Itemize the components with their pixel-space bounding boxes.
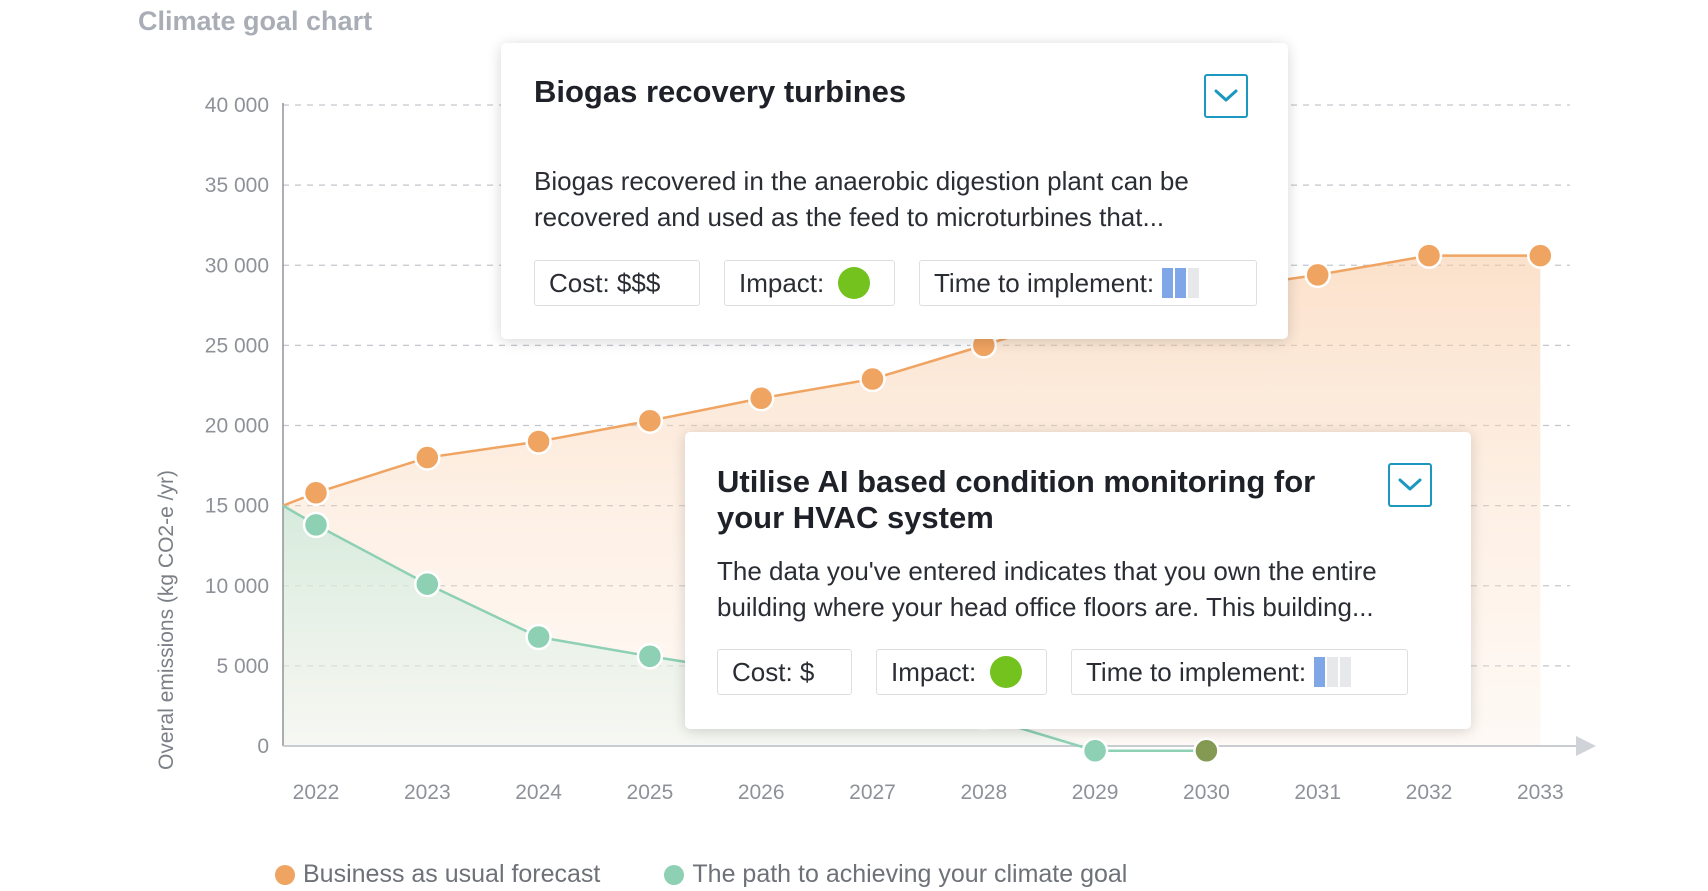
card-description: Biogas recovered in the anaerobic digest… <box>534 166 1189 232</box>
legend-item-climate-goal-path[interactable]: The path to achieving your climate goal <box>664 860 1127 889</box>
legend-item-business-as-usual[interactable]: Business as usual forecast <box>275 860 600 889</box>
recommendation-card-hvac[interactable]: Utilise AI based condition monitoring fo… <box>685 432 1471 729</box>
y-tick-label: 0 <box>257 735 269 758</box>
recommendation-card-biogas[interactable]: Biogas recovery turbines Biogas recovere… <box>501 43 1288 339</box>
card-title: Biogas recovery turbines <box>534 74 907 109</box>
x-tick-label: 2024 <box>515 781 562 804</box>
time-bar <box>1327 657 1339 687</box>
business-as-usual-point <box>414 444 441 471</box>
x-tick-label: 2022 <box>293 781 340 804</box>
impact-badge: Impact: <box>724 260 895 306</box>
business-as-usual-point <box>747 385 775 412</box>
time-bar <box>1188 268 1200 298</box>
time-to-implement-badge: Time to implement: <box>919 260 1257 306</box>
page-title: Climate goal chart <box>138 6 373 36</box>
card-expand-button[interactable] <box>1204 74 1248 118</box>
y-tick-label: 20 000 <box>205 415 269 438</box>
climate-goal-point <box>1081 737 1109 765</box>
cost-badge: Cost: $$$ <box>534 260 700 306</box>
time-to-implement-badge: Time to implement: <box>1071 649 1408 695</box>
climate-goal-point <box>636 643 664 670</box>
y-tick-label: 25 000 <box>205 334 269 357</box>
card-title: Utilise AI based condition monitoring fo… <box>717 464 1316 535</box>
business-as-usual-point <box>636 407 664 434</box>
climate-goal-point <box>302 511 330 539</box>
card-description: The data you've entered indicates that y… <box>717 556 1377 622</box>
legend-swatch <box>275 864 295 885</box>
business-as-usual-point <box>525 428 552 455</box>
business-as-usual-point <box>302 479 330 507</box>
y-tick-label: 40 000 <box>205 94 269 117</box>
x-tick-label: 2033 <box>1517 781 1564 804</box>
impact-indicator-icon <box>838 267 871 299</box>
time-bar <box>1340 657 1352 687</box>
y-tick-label: 10 000 <box>205 575 269 598</box>
chart-legend: Business as usual forecast The path to a… <box>275 860 1127 889</box>
x-tick-label: 2031 <box>1294 781 1341 804</box>
time-bar <box>1314 657 1326 687</box>
x-tick-label: 2023 <box>404 781 451 804</box>
business-as-usual-point <box>1527 242 1554 269</box>
y-axis-label: Overal emissions (kg CO2-e /yr) <box>155 470 178 770</box>
time-bars-icon <box>1162 268 1200 298</box>
x-tick-label: 2032 <box>1406 781 1453 804</box>
x-tick-label: 2026 <box>738 781 785 804</box>
climate-goal-area <box>283 505 1207 746</box>
x-tick-label: 2027 <box>849 781 896 804</box>
x-tick-label: 2028 <box>960 781 1007 804</box>
y-tick-label: 5 000 <box>216 655 269 678</box>
climate-goal-point <box>414 570 441 598</box>
time-bars-icon <box>1314 657 1352 687</box>
business-as-usual-point <box>859 365 886 393</box>
time-bar <box>1175 268 1187 298</box>
cost-badge: Cost: $ <box>717 649 852 695</box>
x-tick-label: 2030 <box>1183 781 1230 804</box>
chevron-down-icon <box>1214 89 1238 102</box>
legend-swatch <box>664 864 685 885</box>
y-tick-label: 35 000 <box>205 174 269 197</box>
x-axis-arrow-icon <box>1576 736 1596 756</box>
x-tick-label: 2025 <box>627 781 674 804</box>
y-tick-label: 15 000 <box>205 495 269 518</box>
y-tick-label: 30 000 <box>205 254 269 277</box>
climate-goal-point <box>1193 737 1220 765</box>
chevron-down-icon <box>1398 478 1422 491</box>
business-as-usual-point <box>1304 261 1331 289</box>
impact-badge: Impact: <box>876 649 1047 695</box>
business-as-usual-point <box>1415 242 1443 269</box>
card-expand-button[interactable] <box>1388 463 1432 507</box>
time-bar <box>1162 268 1174 298</box>
impact-indicator-icon <box>990 656 1023 688</box>
climate-goal-point <box>525 623 552 651</box>
x-tick-label: 2029 <box>1072 781 1119 804</box>
